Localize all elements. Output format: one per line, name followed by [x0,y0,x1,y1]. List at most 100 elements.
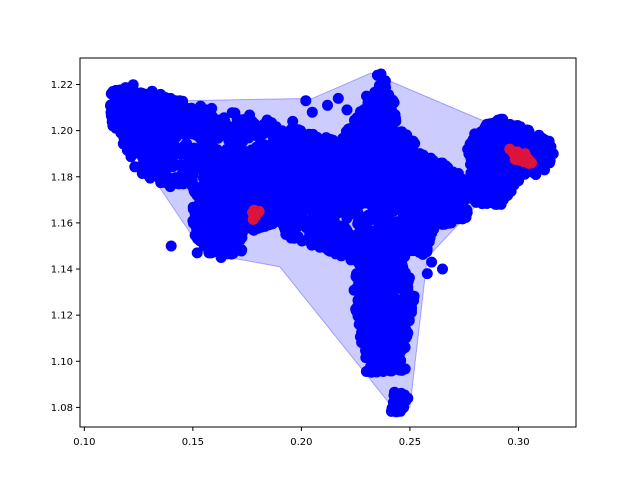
blue-point [164,106,176,118]
blue-point [191,189,203,201]
blue-point [161,153,173,165]
blue-point [371,311,383,323]
blue-point [413,212,425,224]
blue-point [295,158,307,170]
blue-point [373,299,384,311]
blue-point [376,331,388,342]
blue-point [322,159,334,171]
blue-point [258,118,270,130]
blue-point [339,132,351,144]
blue-point [377,180,389,192]
blue-point [331,222,343,234]
blue-point [211,184,223,196]
blue-point [151,111,163,123]
blue-point [398,268,410,280]
blue-point [459,194,471,206]
blue-point [388,219,400,231]
blue-point [317,236,329,248]
blue-point [382,245,394,257]
blue-point [260,150,272,162]
blue-point [396,363,408,375]
blue-point [141,146,153,158]
blue-point [258,188,270,200]
blue-point [361,135,373,147]
blue-point [169,173,181,185]
blue-point [374,88,386,100]
blue-point [190,217,202,229]
blue-point [221,143,233,155]
blue-point [444,195,456,207]
blue-point [284,166,296,177]
blue-point [434,166,446,178]
blue-point [356,246,368,258]
blue-point [359,273,371,284]
blue-point [481,148,493,160]
blue-point [133,161,145,173]
blue-point [283,152,295,164]
blue-point [472,130,484,142]
blue-point [273,146,285,158]
blue-point [284,133,296,145]
blue-point [235,117,247,128]
blue-point [391,305,403,317]
blue-point [105,88,117,100]
blue-point [153,171,165,183]
blue-point [348,129,360,141]
blue-point [167,141,179,153]
blue-point [210,201,221,213]
blue-point [305,166,317,178]
blue-point [181,138,193,150]
blue-point [258,197,270,209]
blue-point [387,348,399,360]
blue-point [229,107,241,119]
blue-point [237,145,249,157]
blue-point [310,224,322,236]
blue-point [406,293,418,305]
blue-point [380,287,392,298]
blue-point [324,191,336,203]
blue-point [402,222,414,234]
blue-point [212,146,223,158]
blue-point [370,148,382,160]
blue-point [157,99,169,111]
blue-point [118,132,130,144]
blue-point [360,352,372,364]
blue-point [343,203,355,215]
blue-point [425,165,437,177]
blue-point [411,164,423,176]
blue-point [513,125,525,137]
blue-point [354,257,366,269]
blue-point [403,205,415,217]
blue-point [371,338,382,350]
blue-point [288,224,300,236]
blue-point [377,366,389,377]
series-blue-points [105,68,559,418]
blue-point [330,248,342,260]
blue-point [130,116,142,128]
blue-point [388,135,400,147]
blue-point [246,119,258,131]
blue-point [189,229,201,241]
blue-point [402,327,414,339]
blue-point [412,235,423,247]
blue-point [392,191,404,203]
blue-point [453,176,465,188]
blue-point [179,159,191,170]
blue-point [392,280,403,292]
blue-point [377,160,389,172]
blue-point [257,141,269,152]
blue-point [123,94,135,106]
blue-point [360,312,372,324]
blue-point [389,203,401,215]
blue-point [192,113,204,125]
blue-point [339,189,350,201]
blue-point [400,303,412,315]
blue-point [194,131,206,143]
blue-point [213,233,225,245]
blue-point [355,144,367,156]
blue-point [378,208,390,220]
blue-point [405,148,417,160]
blue-point [382,268,394,280]
blue-point [306,211,318,223]
